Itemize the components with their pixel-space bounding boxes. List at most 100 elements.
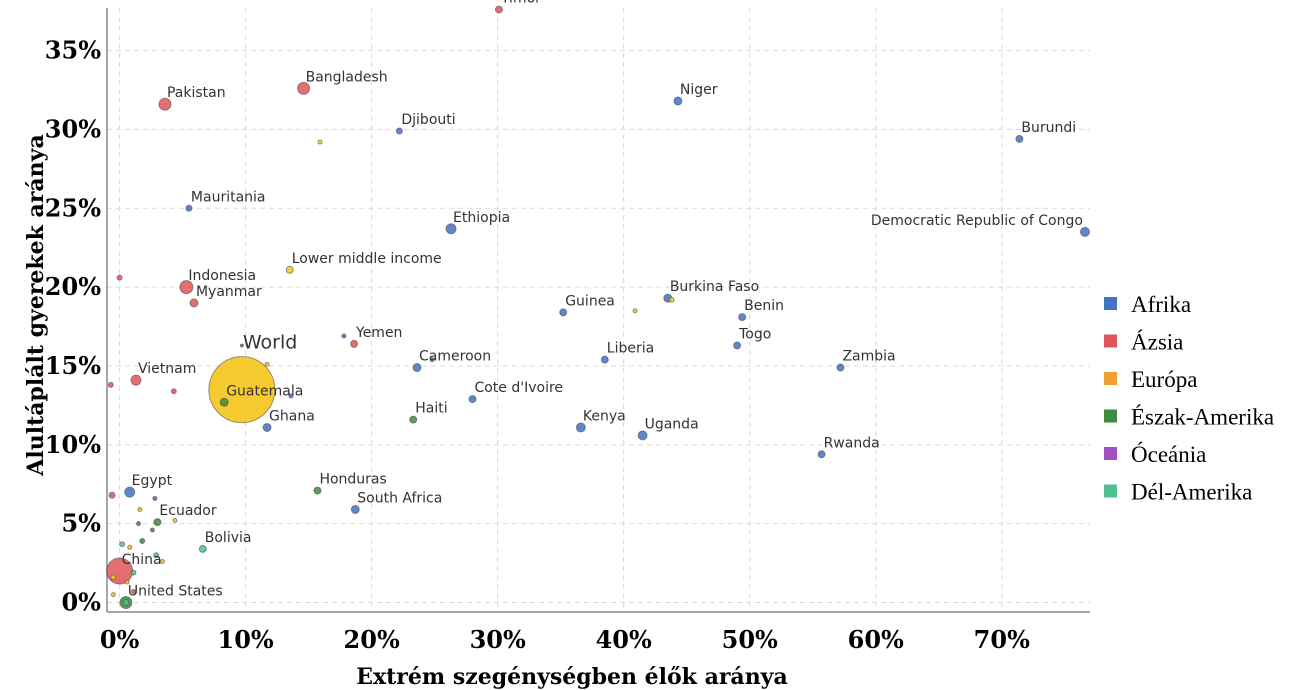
y-axis-title: Alultáplált gyerekek aránya [23,134,49,476]
data-point [116,274,123,281]
point-label: Cote d'Ivoire [474,380,563,396]
x-tick-label: 10% [218,625,274,654]
data-point [285,265,294,274]
data-point [817,450,826,459]
x-tick-label: 60% [848,625,904,654]
data-point [262,422,272,432]
x-tick-labels: 0% 10% 20% 30% 40% 50% 60% 70% [100,625,1030,654]
point-label: Haiti [415,401,447,417]
point-label: Guatemala [226,383,303,399]
data-point [153,552,160,559]
point-label: Bangladesh [306,69,388,85]
data-point [189,298,199,308]
y-tick-label: 25% [45,193,101,222]
point-label: Yemen [355,325,402,341]
data-point [152,495,158,501]
point-label: Honduras [319,472,386,488]
point-label: Mauritania [191,189,266,205]
data-point [350,339,359,348]
point-label: Togo [738,326,771,342]
data-point [172,518,178,524]
legend-label: Óceánia [1131,441,1206,467]
data-point [264,361,270,367]
data-point [159,559,165,565]
data-point [124,579,130,585]
data-point [559,308,568,317]
point-label: Bolivia [205,530,252,546]
point-label: Ghana [269,408,315,424]
data-point [119,541,126,548]
legend-label: Dél-Amerika [1131,480,1252,505]
data-point [139,538,146,545]
data-point [110,592,116,598]
legend-label: Ázsia [1131,330,1183,355]
data-point [341,333,347,339]
data-point [637,430,648,441]
data-point [1079,226,1090,237]
point-label: Indonesia [188,268,256,284]
x-tick-label: 50% [722,625,778,654]
legend-swatch [1104,297,1117,310]
point-label: Pakistan [167,85,226,101]
data-point [313,486,322,495]
point-label: South Africa [357,490,442,506]
data-point [130,588,136,594]
legend-swatch [1104,409,1117,423]
data-point [632,308,638,314]
point-label: World [243,332,297,354]
point-label: Ecuador [159,503,216,519]
data-point [445,223,457,235]
point-label: Benin [744,298,784,314]
point-label: Vietnam [138,361,196,377]
point-label: Myanmar [196,284,262,300]
point-label: United States [128,584,223,600]
data-point [158,97,172,111]
point-label: Egypt [132,473,173,489]
data-point [149,527,155,533]
data-point [130,569,137,576]
point-label: Djibouti [401,112,455,128]
legend-swatch [1104,484,1117,498]
x-tick-label: 0% [100,625,140,654]
data-point [494,5,503,14]
data-point [110,574,117,581]
x-tick-label: 70% [974,625,1030,654]
x-tick-label: 30% [470,625,526,654]
data-point [733,341,742,350]
data-point [668,296,675,303]
data-point [429,357,435,363]
data-point [600,355,609,364]
legend-label: Észak-Amerika [1131,405,1274,430]
legend-swatch [1104,372,1117,385]
point-label: Democratic Republic of Congo [871,213,1083,229]
y-tick-label: 20% [45,272,101,301]
data-point [239,343,244,348]
data-point [350,504,360,514]
data-point [409,415,418,424]
point-label: Burkina Faso [670,279,759,295]
point-label: Cameroon [419,349,491,365]
data-point [137,506,143,512]
point-label: Niger [680,82,718,98]
data-point [738,313,747,322]
y-tick-label: 5% [61,509,101,538]
data-point [107,381,114,388]
data-point [317,139,323,145]
data-point [219,397,229,407]
legend: Afrika Ázsia Európa Észak-Amerika Óceánia Dél… [1104,292,1274,505]
data-points [106,5,1090,610]
y-tick-label: 0% [61,588,101,617]
y-tick-label: 35% [45,36,101,65]
data-point [108,491,116,499]
data-point [179,280,194,295]
point-label: Rwanda [824,435,880,451]
x-axis-title: Extrém szegénységben élők aránya [356,664,787,690]
data-point [122,599,130,607]
point-label: Lower middle income [292,251,442,267]
y-tick-label: 10% [45,430,101,459]
data-point [198,544,207,553]
data-point [124,486,136,498]
data-point [136,521,142,527]
y-tick-label: 30% [45,114,101,143]
